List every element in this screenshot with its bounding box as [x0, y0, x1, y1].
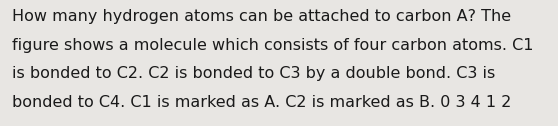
Text: How many hydrogen atoms can be attached to carbon A? The: How many hydrogen atoms can be attached … [12, 9, 511, 24]
Text: is bonded to C2. C2 is bonded to C3 by a double bond. C3 is: is bonded to C2. C2 is bonded to C3 by a… [12, 66, 496, 81]
Text: figure shows a molecule which consists of four carbon atoms. C1: figure shows a molecule which consists o… [12, 38, 534, 53]
Text: bonded to C4. C1 is marked as A. C2 is marked as B. 0 3 4 1 2: bonded to C4. C1 is marked as A. C2 is m… [12, 95, 512, 110]
